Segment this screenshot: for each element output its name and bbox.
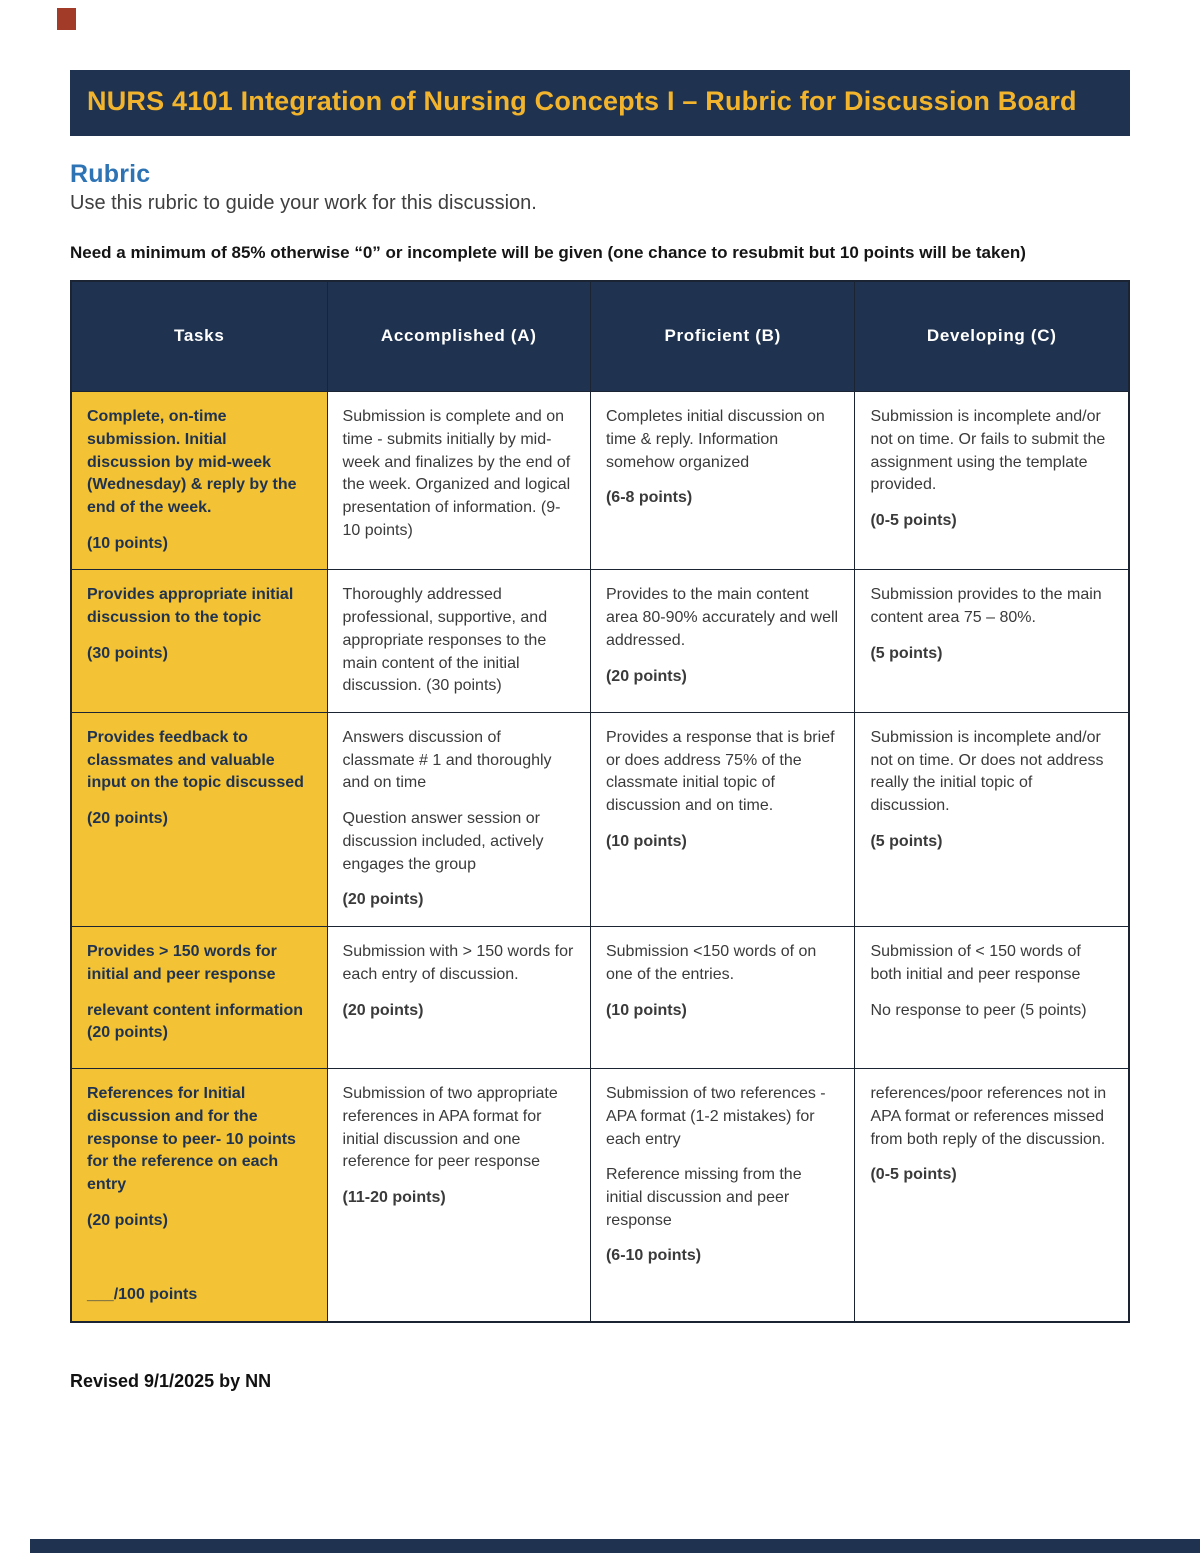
cell-text: references/poor references not in APA fo… [870, 1085, 1107, 1148]
points-label: (20 points) [87, 810, 168, 828]
cell-text: Submission provides to the main content … [870, 586, 1102, 627]
proficient-cell: Submission <150 words of on one of the e… [589, 926, 856, 1070]
table-row: Complete, on-time submission. Initial di… [70, 391, 1130, 571]
cell-text: Submission of two appropriate references… [342, 1085, 558, 1171]
developing-cell: Submission is incomplete and/or not on t… [854, 712, 1130, 928]
cell-text: Answers discussion of classmate # 1 and … [342, 729, 552, 792]
table-body: Complete, on-time submission. Initial di… [70, 391, 1130, 1323]
points-label: (0-5 points) [870, 1166, 957, 1184]
column-header: Proficient (B) [589, 280, 856, 393]
cell-text: Submission of two references - APA forma… [605, 1085, 826, 1148]
bottom-page-bar [30, 1539, 1200, 1553]
column-header: Developing (C) [854, 280, 1130, 393]
accomplished-cell: Submission of two appropriate references… [326, 1068, 591, 1323]
rubric-table: Tasks Accomplished (A) Proficient (B) Devel… [70, 279, 1130, 1324]
table-row: Provides > 150 words for initial and pee… [70, 926, 1130, 1070]
column-header: Tasks [70, 280, 328, 393]
cell-text: Submission is incomplete and/or not on t… [870, 729, 1104, 815]
points-label: (10 points) [605, 832, 687, 850]
minimum-score-note: Need a minimum of 85% otherwise “0” or i… [70, 242, 1026, 262]
cell-text: Submission with > 150 words for each ent… [342, 943, 574, 983]
proficient-cell: Provides a response that is brief or doe… [589, 712, 856, 928]
task-cell: Provides > 150 words for initial and pee… [70, 926, 328, 1070]
proficient-cell: Provides to the main content area 80-90%… [589, 569, 856, 714]
proficient-cell: Submission of two references - APA forma… [589, 1068, 856, 1323]
task-cell: References for Initial discussion and fo… [70, 1068, 328, 1323]
table-header-row: Tasks Accomplished (A) Proficient (B) Devel… [70, 280, 1130, 393]
column-header: Accomplished (A) [326, 280, 591, 393]
points-label: (30 points) [87, 644, 168, 662]
developing-cell: Submission is incomplete and/or not on t… [854, 391, 1130, 571]
task-cell: Provides appropriate initial discussion … [70, 569, 328, 714]
cell-text: Provides appropriate initial discussion … [87, 586, 294, 627]
cell-text: Complete, on-time submission. Initial di… [87, 408, 297, 516]
table-row: References for Initial discussion and fo… [70, 1068, 1130, 1323]
cell-text: Provides a response that is brief or doe… [605, 729, 835, 815]
cell-text: Provides feedback to classmates and valu… [87, 729, 304, 792]
developing-cell: Submission of < 150 words of both initia… [854, 926, 1130, 1070]
cell-text: Provides > 150 words for initial and pee… [87, 943, 277, 983]
red-accent-mark [57, 8, 76, 30]
accomplished-cell: Thoroughly addressed professional, suppo… [326, 569, 591, 714]
developing-cell: Submission provides to the main content … [854, 569, 1130, 714]
points-label: (0-5 points) [870, 512, 957, 529]
cell-text: References for Initial discussion and fo… [87, 1085, 296, 1193]
task-cell: Provides feedback to classmates and valu… [70, 712, 328, 928]
accomplished-cell: Submission is complete and on time - sub… [326, 391, 591, 571]
table-row: Provides appropriate initial discussion … [70, 569, 1130, 714]
document-page: NURS 4101 Integration of Nursing Concept… [70, 70, 1130, 1392]
points-label: (20 points) [605, 667, 687, 685]
cell-text: Submission is incomplete and/or not on t… [870, 408, 1106, 494]
cell-text: Submission <150 words of on one of the e… [605, 943, 817, 983]
proficient-cell: Completes initial discussion on time & r… [589, 391, 856, 571]
points-label: (20 points) [342, 891, 424, 909]
rubric-intro-text: Use this rubric to guide your work for t… [70, 191, 537, 214]
points-label: (6-8 points) [605, 489, 693, 507]
cell-text: Provides to the main content area 80-90%… [605, 586, 839, 649]
cell-text: No response to peer (5 points) [870, 1001, 1087, 1019]
revision-note: Revised 9/1/2025 by NN [70, 1371, 272, 1392]
accomplished-cell: Submission with > 150 words for each ent… [326, 926, 591, 1070]
points-label: (20 points) [87, 1211, 168, 1229]
accomplished-cell: Answers discussion of classmate # 1 and … [326, 712, 591, 928]
cell-text: relevant content information (20 points) [87, 1001, 304, 1042]
points-label: (20 points) [342, 1001, 424, 1019]
points-label: (10 points) [605, 1001, 687, 1019]
developing-cell: references/poor references not in APA fo… [854, 1068, 1130, 1323]
cell-text: Question answer session or discussion in… [342, 810, 544, 873]
points-label: (5 points) [870, 832, 943, 850]
cell-text: Completes initial discussion on time & r… [605, 408, 825, 471]
task-cell: Complete, on-time submission. Initial di… [70, 391, 328, 571]
document-title-banner: NURS 4101 Integration of Nursing Concept… [70, 70, 1130, 136]
total-points-line: ___/100 points [87, 1286, 198, 1304]
table-row: Provides feedback to classmates and valu… [70, 712, 1130, 928]
rubric-section-heading: Rubric [70, 159, 151, 188]
cell-text: Reference missing from the initial discu… [605, 1166, 802, 1229]
cell-text: Submission of < 150 words of both initia… [870, 943, 1081, 983]
points-label: (11-20 points) [342, 1188, 446, 1206]
cell-text: Submission is complete and on time - sub… [342, 408, 571, 539]
points-label: (6-10 points) [605, 1247, 702, 1265]
points-label: (10 points) [87, 534, 168, 552]
cell-text: Thoroughly addressed professional, suppo… [342, 586, 548, 695]
points-label: (5 points) [870, 644, 943, 662]
